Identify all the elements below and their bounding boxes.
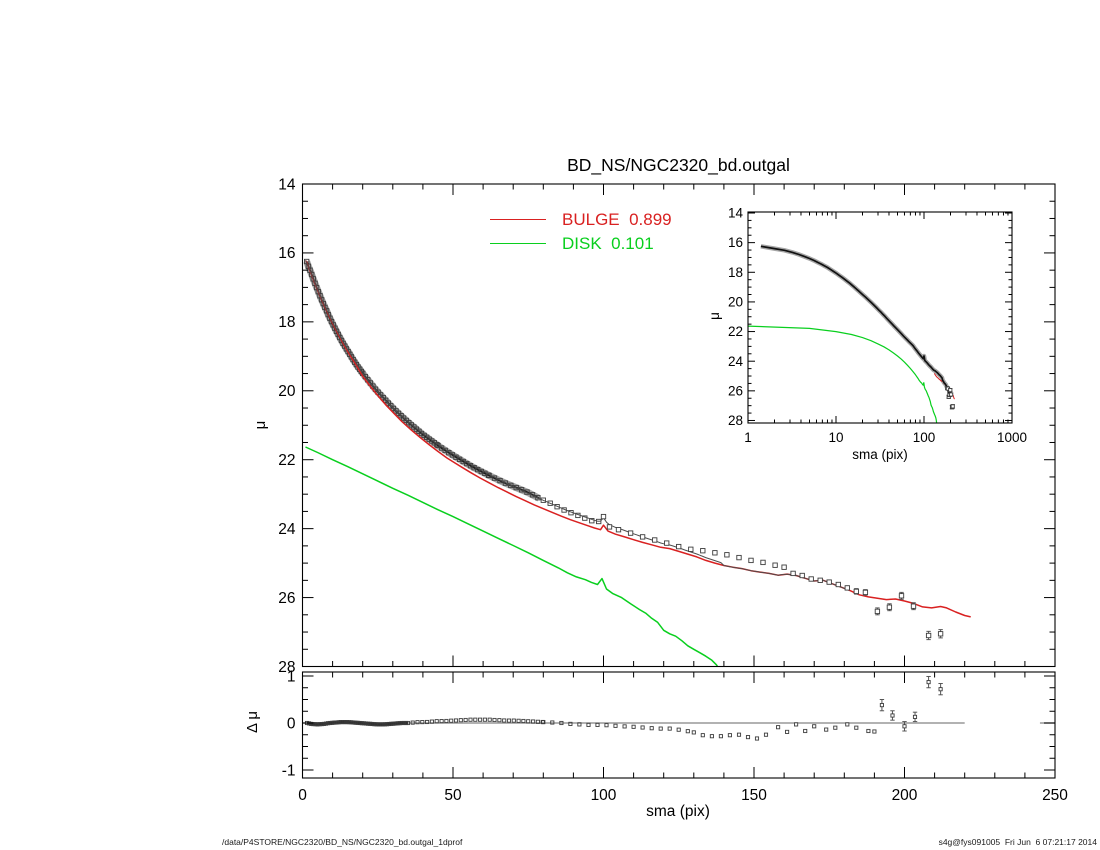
tick-label: 26 [278,590,295,607]
residual-axes: 0 50 100 150 200 250-101 [282,668,1069,804]
tick-label: 26 [728,383,743,398]
tick-label: 20 [278,383,296,400]
main-plot-data [303,258,971,667]
main-plot [301,183,1056,668]
tick-label: 28 [278,659,295,676]
tick-label: 20 [728,295,743,310]
tick-label: 1000 [997,430,1027,445]
tick-label: 18 [728,265,743,280]
residual-plot [301,671,1056,779]
footer-right: s4g@fys091005 Fri Jun 6 07:21:17 2014 [938,837,1097,847]
inset-x-axis-label: sma (pix) [852,447,908,462]
tick-label: 200 [892,787,918,804]
tick-label: 28 [728,413,743,428]
tick-label: 18 [278,314,295,331]
disk-legend-label: DISK 0.101 [562,234,654,253]
main-y-axis-label: μ [252,420,269,430]
disk-legend-line [490,243,546,244]
inset-axes: 1 10 100 1000 14 16 18 20 22 24 26 28 [728,206,1027,445]
residual-plot-data [302,675,1055,741]
tick-label: 100 [591,787,617,804]
main-axes: 14 16 18 20 22 24 26 28 [278,176,1056,676]
residual-x-axis-label: sma (pix) [646,803,710,820]
tick-label: 24 [728,354,744,369]
tick-label: 16 [728,235,743,250]
tick-label: 1 [287,668,296,685]
inset-y-axis-label: μ [707,312,722,320]
tick-label: 10 [828,430,843,445]
tick-label: 16 [278,245,295,262]
tick-label: 14 [278,176,296,193]
tick-label: 1 [744,430,752,445]
bulge-legend-line [490,219,546,220]
plot-title: BD_NS/NGC2320_bd.outgal [567,155,790,175]
inset-plot-data [748,244,955,423]
tick-label: 150 [741,787,767,804]
footer-left: /data/P4STORE/NGC2320/BD_NS/NGC2320_bd.o… [222,837,463,847]
tick-label: -1 [282,762,296,779]
tick-label: 0 [298,787,307,804]
tick-label: 0 [287,715,296,732]
residual-y-axis-label: Δ μ [244,711,261,734]
tick-label: 14 [728,206,744,221]
inset-plot [747,211,1013,424]
tick-label: 250 [1042,787,1068,804]
tick-label: 22 [278,452,295,469]
tick-label: 22 [728,324,743,339]
tick-label: 100 [913,430,936,445]
tick-label: 24 [278,521,296,538]
tick-label: 50 [444,787,462,804]
bulge-legend-label: BULGE 0.899 [562,210,672,229]
